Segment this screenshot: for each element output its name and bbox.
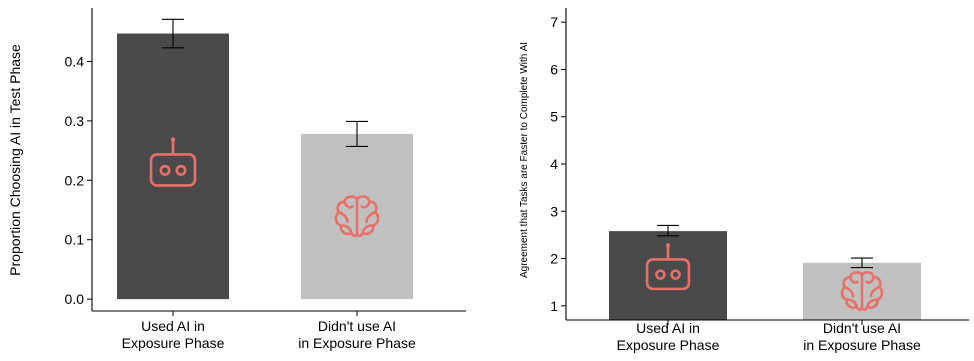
brain-fold <box>849 275 859 284</box>
error-bar <box>162 18 184 49</box>
y-tick-label: 2 <box>550 251 558 267</box>
brain-fold <box>843 285 855 298</box>
x-tick-label-line: Exposure Phase <box>617 337 720 353</box>
x-tick-label: Used AI in Exposure Phase <box>122 318 225 351</box>
y-axis-label: Proportion Choosing AI in Test Phase <box>7 44 23 276</box>
robot-antenna-tip <box>665 243 671 248</box>
brain-fold <box>365 210 377 223</box>
brain-fold <box>361 224 375 235</box>
y-tick-label: 0.4 <box>65 53 85 69</box>
y-tick-label: 6 <box>550 61 558 77</box>
error-bar <box>657 224 679 237</box>
y-tick-label: 1 <box>550 298 558 314</box>
y-tick-label: 0.0 <box>65 291 85 307</box>
robot-eye-left <box>655 269 666 280</box>
y-tick-label: 7 <box>550 14 558 30</box>
y-tick-label: 3 <box>550 203 558 219</box>
y-axis-label: Agreement that Tasks are Faster to Compl… <box>519 42 530 278</box>
x-tick-label: Used AI in Exposure Phase <box>617 320 720 353</box>
y-tick-label: 0.1 <box>65 232 85 248</box>
y-tick-label: 0.2 <box>65 172 85 188</box>
brain-fold <box>339 224 353 235</box>
bar-used-ai <box>117 33 229 300</box>
error-bar <box>346 120 368 147</box>
brain-fold <box>869 285 881 298</box>
x-tick-label: Didn't use AI in Exposure Phase <box>298 318 416 351</box>
error-bar <box>851 257 873 269</box>
robot-eye-right <box>670 269 681 280</box>
brain-fold <box>866 298 879 309</box>
robot-antenna-tip <box>170 137 176 142</box>
y-tick-label: 4 <box>550 156 558 172</box>
y-tick-label: 0.3 <box>65 113 85 129</box>
chart-panel-1: 0.0 0.1 0.2 0.3 0.4 Used AI in Exposure Phase D… <box>7 8 466 351</box>
brain-fold <box>360 200 371 209</box>
brain-fold <box>865 275 875 284</box>
x-tick-label: Didn't use AI in Exposure Phase <box>803 320 921 353</box>
brain-fold <box>337 210 349 223</box>
x-tick-label-line: Used AI in <box>636 320 700 336</box>
x-tick-label-line: Used AI in <box>141 318 205 334</box>
chart-panel-2: 1 2 3 4 5 6 7 Used AI in Exposure Phase Didn't us… <box>519 8 969 353</box>
robot-icon <box>645 243 691 291</box>
x-tick-label-line: Exposure Phase <box>122 335 225 351</box>
x-tick-label-line: Didn't use AI <box>823 320 901 336</box>
x-tick-label-line: Didn't use AI <box>318 318 396 334</box>
robot-icon <box>149 137 197 187</box>
x-tick-label-line: in Exposure Phase <box>298 335 416 351</box>
robot-eye-right <box>175 164 187 176</box>
robot-eye-left <box>159 164 171 176</box>
brain-fold <box>343 200 354 209</box>
x-tick-label-line: in Exposure Phase <box>803 337 921 353</box>
brain-icon <box>840 271 884 311</box>
brain-fold <box>845 298 858 309</box>
y-tick-label: 5 <box>550 109 558 125</box>
brain-icon <box>334 195 380 238</box>
